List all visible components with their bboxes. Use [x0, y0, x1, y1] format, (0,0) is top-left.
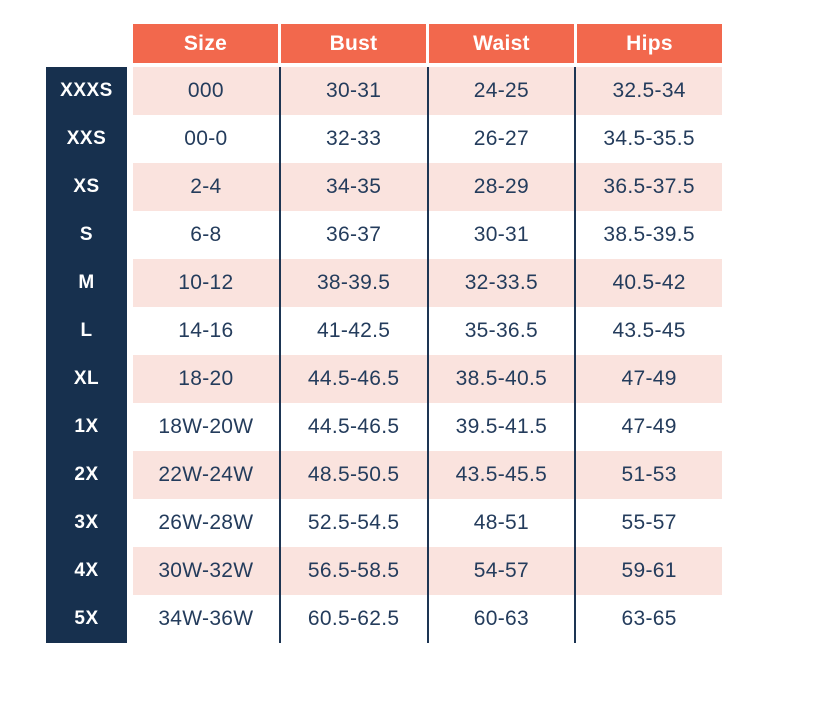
row-label-1x: 1X — [46, 403, 127, 451]
table-row-1x: 1X 18W-20W 44.5-46.5 39.5-41.5 47-49 — [46, 403, 722, 451]
cell-2x-size: 22W-24W — [133, 451, 279, 499]
cell-4x-bust: 56.5-58.5 — [278, 547, 427, 595]
row-label-l: L — [46, 307, 127, 355]
cell-2x-hips: 51-53 — [574, 451, 722, 499]
cell-4x-size: 30W-32W — [133, 547, 279, 595]
column-header-size: Size — [133, 24, 278, 63]
cell-3x-hips: 55-57 — [574, 499, 722, 547]
cell-xs-bust: 34-35 — [278, 163, 427, 211]
table-row-4x: 4X 30W-32W 56.5-58.5 54-57 59-61 — [46, 547, 722, 595]
row-label-4x: 4X — [46, 547, 127, 595]
cell-1x-size: 18W-20W — [133, 403, 279, 451]
cell-3x-size: 26W-28W — [133, 499, 279, 547]
cell-4x-hips: 59-61 — [574, 547, 722, 595]
row-label-2x: 2X — [46, 451, 127, 499]
cell-m-hips: 40.5-42 — [574, 259, 722, 307]
cell-xxs-waist: 26-27 — [426, 115, 575, 163]
column-header-bust: Bust — [278, 24, 426, 63]
table-row-xl: XL 18-20 44.5-46.5 38.5-40.5 47-49 — [46, 355, 722, 403]
cell-m-size: 10-12 — [133, 259, 279, 307]
cell-xxxs-size: 000 — [133, 67, 279, 115]
row-label-5x: 5X — [46, 595, 127, 643]
table-row-5x: 5X 34W-36W 60.5-62.5 60-63 63-65 — [46, 595, 722, 643]
cell-xxs-size: 00-0 — [133, 115, 279, 163]
cell-3x-bust: 52.5-54.5 — [278, 499, 427, 547]
cell-2x-bust: 48.5-50.5 — [278, 451, 427, 499]
cell-s-bust: 36-37 — [278, 211, 427, 259]
column-header-waist: Waist — [426, 24, 574, 63]
row-label-xl: XL — [46, 355, 127, 403]
cell-1x-waist: 39.5-41.5 — [426, 403, 575, 451]
cell-xs-hips: 36.5-37.5 — [574, 163, 722, 211]
cell-m-waist: 32-33.5 — [426, 259, 575, 307]
cell-m-bust: 38-39.5 — [278, 259, 427, 307]
cell-xxs-bust: 32-33 — [278, 115, 427, 163]
cell-s-waist: 30-31 — [426, 211, 575, 259]
table-row-m: M 10-12 38-39.5 32-33.5 40.5-42 — [46, 259, 722, 307]
cell-xxxs-waist: 24-25 — [426, 67, 575, 115]
cell-xxxs-bust: 30-31 — [278, 67, 427, 115]
table-row-xs: XS 2-4 34-35 28-29 36.5-37.5 — [46, 163, 722, 211]
cell-xs-size: 2-4 — [133, 163, 279, 211]
cell-xs-waist: 28-29 — [426, 163, 575, 211]
row-label-3x: 3X — [46, 499, 127, 547]
cell-xxxs-hips: 32.5-34 — [574, 67, 722, 115]
cell-xl-bust: 44.5-46.5 — [278, 355, 427, 403]
table-header-row: Size Bust Waist Hips — [133, 24, 722, 63]
cell-l-size: 14-16 — [133, 307, 279, 355]
cell-5x-bust: 60.5-62.5 — [278, 595, 427, 643]
cell-5x-hips: 63-65 — [574, 595, 722, 643]
cell-1x-hips: 47-49 — [574, 403, 722, 451]
cell-3x-waist: 48-51 — [426, 499, 575, 547]
cell-4x-waist: 54-57 — [426, 547, 575, 595]
cell-1x-bust: 44.5-46.5 — [278, 403, 427, 451]
table-row-l: L 14-16 41-42.5 35-36.5 43.5-45 — [46, 307, 722, 355]
table-row-3x: 3X 26W-28W 52.5-54.5 48-51 55-57 — [46, 499, 722, 547]
cell-5x-size: 34W-36W — [133, 595, 279, 643]
cell-xxs-hips: 34.5-35.5 — [574, 115, 722, 163]
table-row-2x: 2X 22W-24W 48.5-50.5 43.5-45.5 51-53 — [46, 451, 722, 499]
row-label-m: M — [46, 259, 127, 307]
table-row-xxs: XXS 00-0 32-33 26-27 34.5-35.5 — [46, 115, 722, 163]
table-row-s: S 6-8 36-37 30-31 38.5-39.5 — [46, 211, 722, 259]
cell-5x-waist: 60-63 — [426, 595, 575, 643]
cell-s-hips: 38.5-39.5 — [574, 211, 722, 259]
column-header-hips: Hips — [574, 24, 722, 63]
cell-xl-waist: 38.5-40.5 — [426, 355, 575, 403]
cell-2x-waist: 43.5-45.5 — [426, 451, 575, 499]
cell-l-hips: 43.5-45 — [574, 307, 722, 355]
row-label-xs: XS — [46, 163, 127, 211]
cell-s-size: 6-8 — [133, 211, 279, 259]
cell-l-waist: 35-36.5 — [426, 307, 575, 355]
table-row-xxxs: XXXS 000 30-31 24-25 32.5-34 — [46, 67, 722, 115]
cell-l-bust: 41-42.5 — [278, 307, 427, 355]
row-label-s: S — [46, 211, 127, 259]
row-label-xxxs: XXXS — [46, 67, 127, 115]
row-label-xxs: XXS — [46, 115, 127, 163]
size-chart-table: Size Bust Waist Hips XXXS 000 30-31 24-2… — [46, 24, 722, 643]
cell-xl-hips: 47-49 — [574, 355, 722, 403]
cell-xl-size: 18-20 — [133, 355, 279, 403]
